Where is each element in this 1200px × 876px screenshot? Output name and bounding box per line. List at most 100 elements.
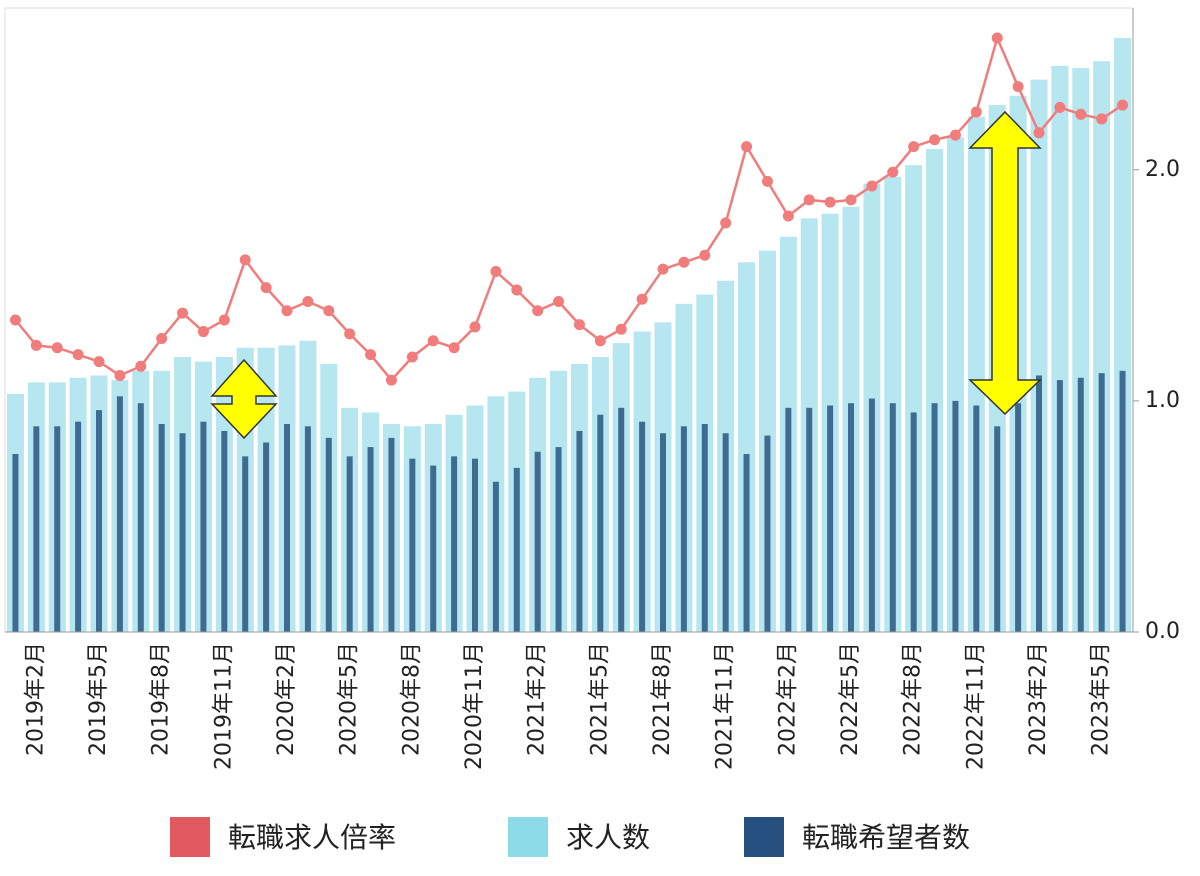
bar: [926, 148, 944, 632]
point: [114, 369, 126, 381]
bar: [304, 426, 311, 632]
point: [156, 332, 168, 344]
point: [51, 342, 63, 354]
x-tick-label: 2022年8月: [901, 642, 926, 756]
point: [511, 284, 523, 296]
point: [406, 351, 418, 363]
point: [323, 305, 335, 317]
point: [970, 106, 982, 118]
bar: [367, 447, 374, 632]
point: [532, 305, 544, 317]
bar: [346, 456, 353, 632]
bar: [680, 426, 687, 632]
bar: [284, 424, 290, 632]
bar: [618, 407, 625, 632]
point: [845, 194, 857, 206]
bar: [660, 433, 666, 632]
bar: [472, 458, 478, 632]
point: [678, 256, 690, 268]
point: [720, 217, 732, 229]
point: [427, 335, 439, 347]
point: [197, 326, 209, 338]
bar: [738, 262, 756, 632]
marks: [6, 32, 1132, 633]
point: [218, 314, 230, 326]
bar: [451, 456, 458, 632]
bar: [1072, 68, 1090, 633]
legend-swatch: [744, 817, 784, 857]
point: [1117, 99, 1129, 111]
bar: [806, 407, 813, 632]
point: [448, 342, 460, 354]
bar: [555, 447, 562, 632]
x-tick-label: 2022年5月: [838, 642, 863, 756]
bar: [639, 421, 646, 632]
point: [594, 335, 606, 347]
point: [1096, 113, 1108, 125]
point: [344, 328, 356, 340]
point: [365, 349, 377, 361]
bar: [96, 410, 102, 632]
point: [615, 323, 627, 335]
point: [929, 134, 941, 146]
point: [782, 210, 794, 222]
bar: [1015, 403, 1022, 632]
legend-label: 転職希望者数: [802, 821, 970, 854]
point: [385, 374, 397, 386]
bar: [54, 426, 61, 632]
bar: [994, 426, 1001, 632]
point: [1012, 81, 1024, 93]
bar: [179, 433, 186, 632]
point: [573, 319, 585, 331]
bar: [430, 465, 437, 632]
bar: [910, 412, 917, 632]
bar: [1056, 380, 1063, 632]
point: [908, 141, 920, 153]
bar: [931, 403, 938, 632]
point: [30, 339, 42, 351]
point: [887, 166, 899, 178]
legend-label: 求人数: [566, 821, 650, 854]
bar: [1098, 373, 1105, 632]
point: [553, 296, 565, 308]
point: [490, 265, 502, 277]
bar: [33, 426, 40, 632]
legend-swatch: [170, 817, 210, 857]
arrow-large: [968, 110, 1042, 416]
x-tick-label: 2021年5月: [587, 642, 612, 756]
bar: [75, 421, 82, 632]
x-tick-label: 2022年2月: [775, 642, 800, 756]
point: [9, 314, 21, 326]
bar: [597, 414, 604, 632]
x-tick-label: 2021年8月: [650, 642, 675, 756]
bar: [1114, 38, 1132, 633]
point: [93, 356, 105, 368]
arrow-small: [210, 358, 278, 440]
x-tick-label: 2019年2月: [23, 642, 48, 756]
point: [991, 32, 1003, 44]
bar: [388, 437, 395, 632]
bar: [785, 407, 792, 632]
bar: [263, 442, 270, 632]
bar: [200, 421, 207, 632]
y2-tick-label: 1.0: [1145, 388, 1180, 413]
x-tick-label: 2020年8月: [399, 642, 424, 756]
x-tick-label: 2021年11月: [713, 642, 738, 770]
bar: [325, 437, 332, 632]
x-tick-label: 2021年2月: [525, 642, 550, 756]
bar: [409, 458, 416, 632]
y2-tick-label: 2.0: [1145, 157, 1180, 182]
point: [1075, 108, 1087, 120]
x-tick-label: 2019年11月: [211, 642, 236, 770]
bar: [967, 116, 985, 633]
bar: [848, 403, 854, 632]
x-tick-label: 2019年8月: [149, 642, 174, 756]
x-tick-label: 2022年11月: [963, 642, 988, 770]
bar: [1051, 65, 1069, 633]
point: [1054, 101, 1066, 113]
point: [636, 293, 648, 305]
point: [741, 141, 753, 153]
x-tick-label: 2020年2月: [274, 642, 299, 756]
bar: [221, 430, 228, 632]
bar: [1036, 375, 1042, 632]
